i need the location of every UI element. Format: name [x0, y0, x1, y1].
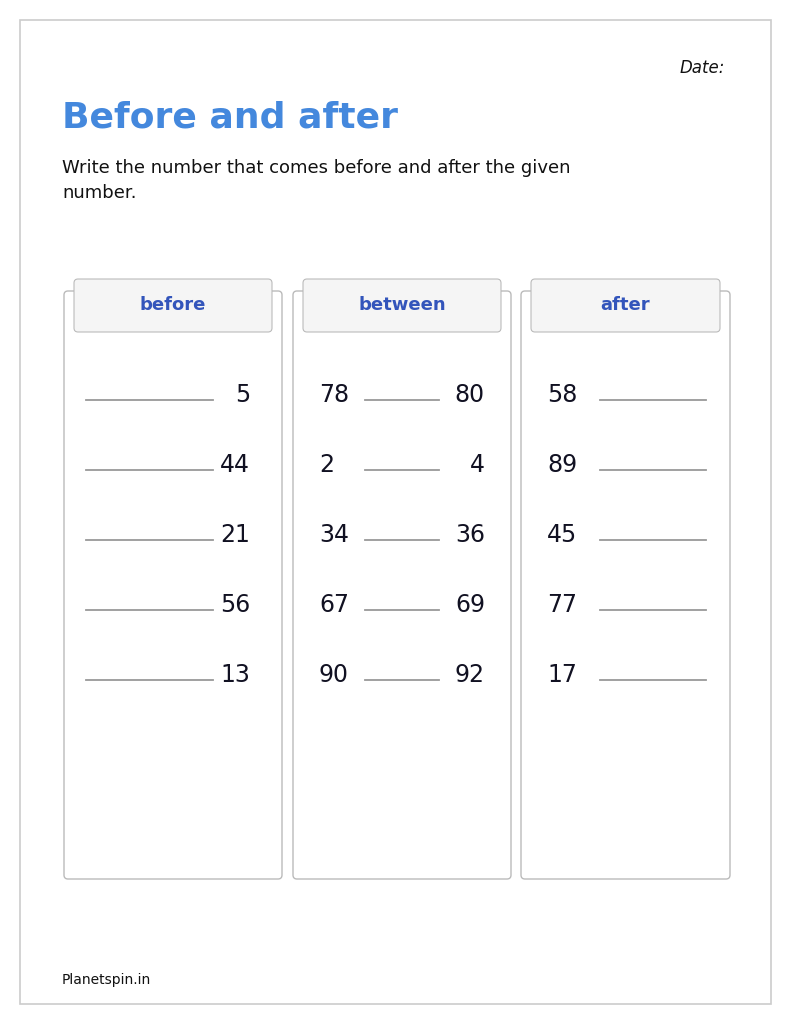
Text: 21: 21	[220, 523, 250, 547]
Text: Date:: Date:	[680, 59, 725, 77]
Text: 92: 92	[455, 663, 485, 687]
Text: 69: 69	[455, 593, 485, 617]
Text: 13: 13	[220, 663, 250, 687]
Text: 17: 17	[547, 663, 577, 687]
Text: 5: 5	[235, 383, 250, 407]
Text: Write the number that comes before and after the given: Write the number that comes before and a…	[62, 159, 570, 177]
Text: 56: 56	[220, 593, 250, 617]
FancyBboxPatch shape	[521, 291, 730, 879]
Text: 89: 89	[547, 453, 577, 477]
FancyBboxPatch shape	[74, 279, 272, 332]
Text: 80: 80	[455, 383, 485, 407]
FancyBboxPatch shape	[531, 279, 720, 332]
Text: 34: 34	[319, 523, 349, 547]
Text: number.: number.	[62, 184, 137, 202]
Text: 67: 67	[319, 593, 349, 617]
FancyBboxPatch shape	[303, 279, 501, 332]
Text: 36: 36	[455, 523, 485, 547]
Text: before: before	[140, 296, 206, 314]
Text: between: between	[358, 296, 446, 314]
Text: Before and after: Before and after	[62, 101, 398, 135]
Text: 77: 77	[547, 593, 577, 617]
FancyBboxPatch shape	[293, 291, 511, 879]
Text: Planetspin.in: Planetspin.in	[62, 973, 151, 987]
Text: 78: 78	[319, 383, 349, 407]
Text: 2: 2	[319, 453, 334, 477]
Text: 58: 58	[547, 383, 577, 407]
Text: 90: 90	[319, 663, 349, 687]
FancyBboxPatch shape	[64, 291, 282, 879]
Text: 44: 44	[220, 453, 250, 477]
Text: 45: 45	[547, 523, 577, 547]
Text: after: after	[600, 296, 650, 314]
Text: 4: 4	[470, 453, 485, 477]
